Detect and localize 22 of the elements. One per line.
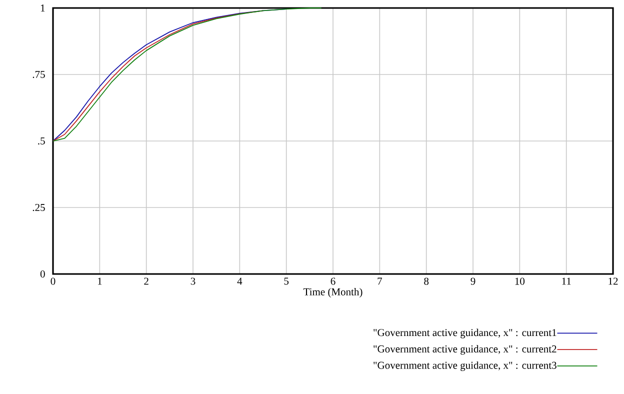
x-tick-label: 11	[562, 278, 571, 285]
y-tick-label: 0	[40, 270, 45, 278]
x-axis-title: Time (Month)	[303, 288, 362, 298]
x-tick-label: 8	[424, 278, 429, 285]
y-tick-label: .25	[32, 204, 45, 212]
y-tick-label: .75	[32, 70, 45, 78]
x-tick-label: 1	[98, 278, 102, 285]
legend-label: "Government active guidance, x" : current2	[374, 345, 556, 355]
x-tick-label: 0	[50, 278, 56, 285]
x-tick-label: 12	[608, 278, 618, 285]
x-tick-label: 3	[190, 278, 196, 285]
y-tick-label: .5	[38, 137, 45, 145]
x-tick-label: 7	[378, 278, 382, 285]
x-tick-label: 5	[284, 278, 289, 285]
x-tick-label: 6	[330, 278, 336, 285]
legend-label: "Government active guidance, x" : current1	[374, 328, 556, 338]
x-tick-label: 9	[470, 278, 476, 285]
y-tick-label: 1	[40, 4, 45, 12]
x-tick-label: 10	[515, 278, 525, 285]
x-tick-label: 2	[144, 278, 148, 285]
legend-label: "Government active guidance, x" : current3	[374, 361, 556, 372]
x-tick-label: 4	[237, 278, 242, 285]
